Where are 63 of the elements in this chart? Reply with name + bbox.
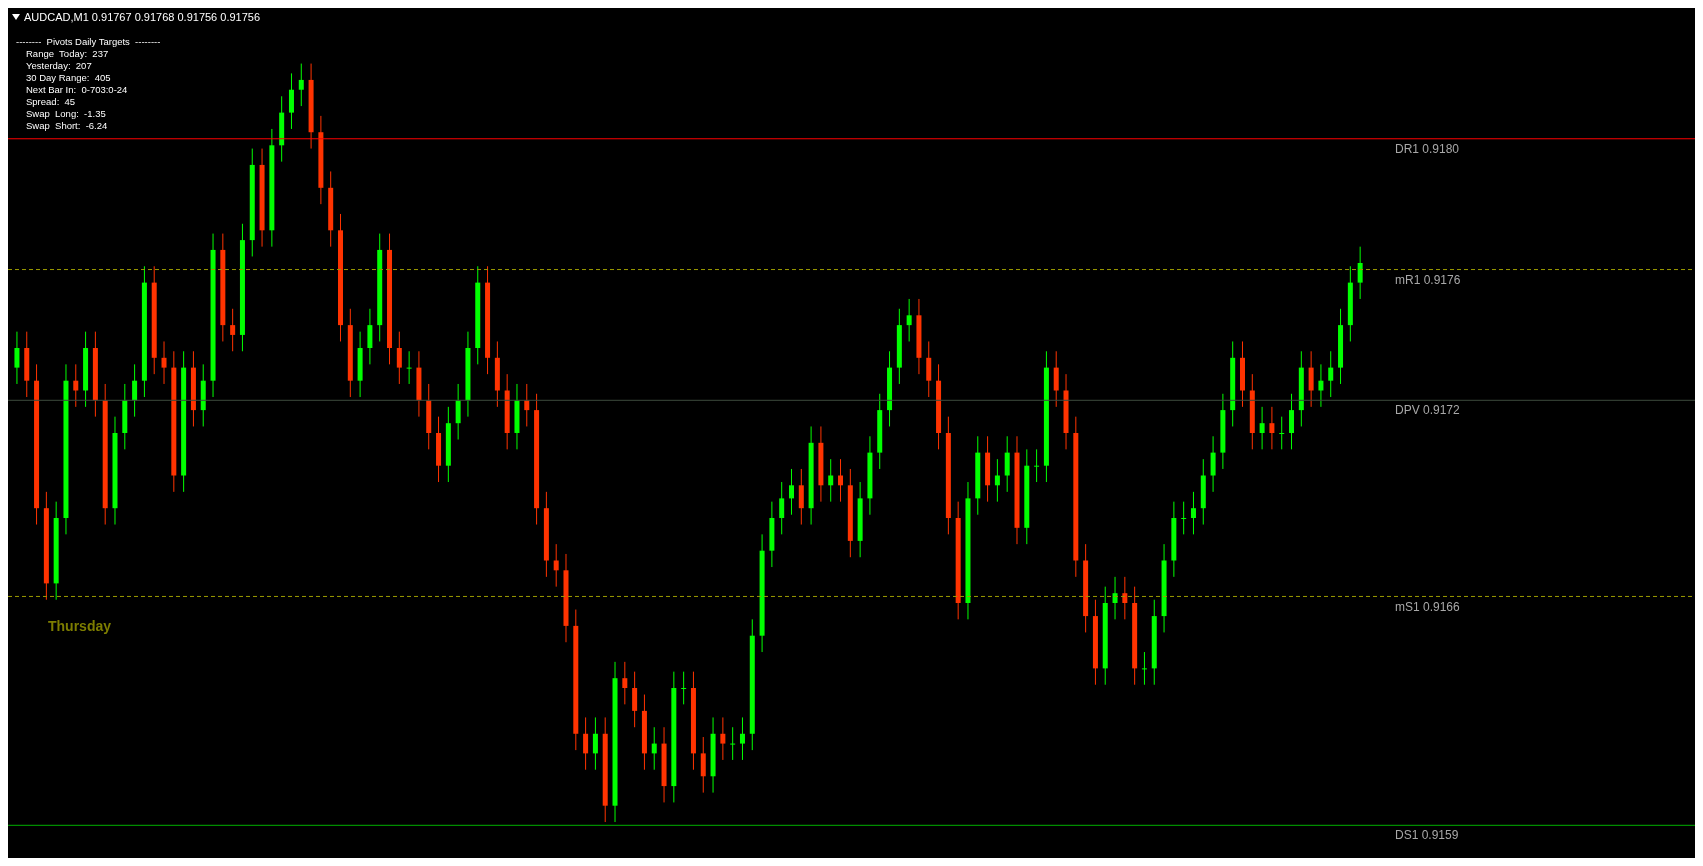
candlestick — [828, 458, 834, 503]
candlestick — [592, 716, 598, 771]
annotation: Swap Long: -1.35 — [25, 108, 107, 120]
candlestick — [1259, 406, 1265, 450]
candlestick — [622, 661, 628, 705]
annotation: Thursday — [48, 618, 112, 634]
candlestick — [1318, 363, 1324, 408]
candlestick — [926, 340, 932, 398]
candlestick — [132, 363, 138, 418]
candlestick — [1308, 350, 1314, 408]
candlestick — [1122, 576, 1128, 620]
candlestick — [583, 716, 589, 771]
annotation: Spread: 45 — [25, 96, 77, 108]
candlestick — [14, 331, 20, 385]
annotation: Swap Short: -6.24 — [25, 120, 109, 132]
candlestick — [230, 308, 236, 352]
ref-line-label: mR1 0.9176 — [1395, 272, 1461, 287]
ref-line-label: DS1 0.9159 — [1395, 828, 1459, 843]
candlestick — [524, 383, 530, 427]
candlestick — [1289, 393, 1295, 450]
candlestick — [1004, 435, 1010, 493]
candlestick — [700, 736, 706, 794]
ref-line-label: DR1 0.9180 — [1395, 141, 1460, 156]
ref-line-label: mS1 0.9166 — [1395, 599, 1461, 614]
candlestick — [1279, 416, 1285, 450]
candlestick — [681, 671, 687, 705]
candlestick — [396, 331, 402, 385]
candlestick — [1181, 501, 1187, 535]
ref-line-label: DPV 0.9172 — [1395, 403, 1461, 418]
candlestick — [1034, 448, 1040, 483]
candlestick — [288, 72, 294, 130]
candlestick — [838, 458, 844, 503]
annotation: Next Bar In: 0-703:0-24 — [25, 84, 129, 96]
candlestick — [1141, 651, 1147, 686]
annotation: 30 Day Range: 405 — [25, 72, 112, 84]
candlestick — [779, 481, 785, 535]
candlestick — [1357, 246, 1363, 300]
candlestick — [720, 716, 726, 761]
candlestick — [1053, 350, 1059, 408]
candlestick — [632, 671, 638, 728]
candlestick — [455, 383, 461, 441]
candlestick — [798, 468, 804, 526]
candlestick — [739, 716, 745, 761]
candlestick — [994, 458, 1000, 503]
candlestick — [651, 726, 657, 771]
candlestick — [553, 543, 559, 588]
candlestick — [73, 363, 79, 408]
candlestick — [1269, 406, 1275, 450]
candlestick — [298, 63, 304, 107]
chart-title: AUDCAD,M1 0.91767 0.91768 0.91756 0.91756 — [24, 11, 261, 23]
annotation: Range Today: 237 — [25, 48, 110, 60]
candlestick — [1328, 350, 1334, 398]
candlestick — [730, 726, 736, 761]
candlestick — [161, 340, 167, 385]
candlestick — [906, 298, 912, 342]
annotation: -------- Pivots Daily Targets -------- — [16, 36, 161, 48]
candlestick — [1190, 491, 1196, 535]
candlestick — [406, 350, 412, 385]
annotation: Yesterday: 207 — [25, 60, 93, 72]
candlestick — [367, 308, 373, 365]
candlestick — [1210, 435, 1216, 493]
candlestick — [1112, 576, 1118, 620]
candlestick — [789, 468, 794, 516]
